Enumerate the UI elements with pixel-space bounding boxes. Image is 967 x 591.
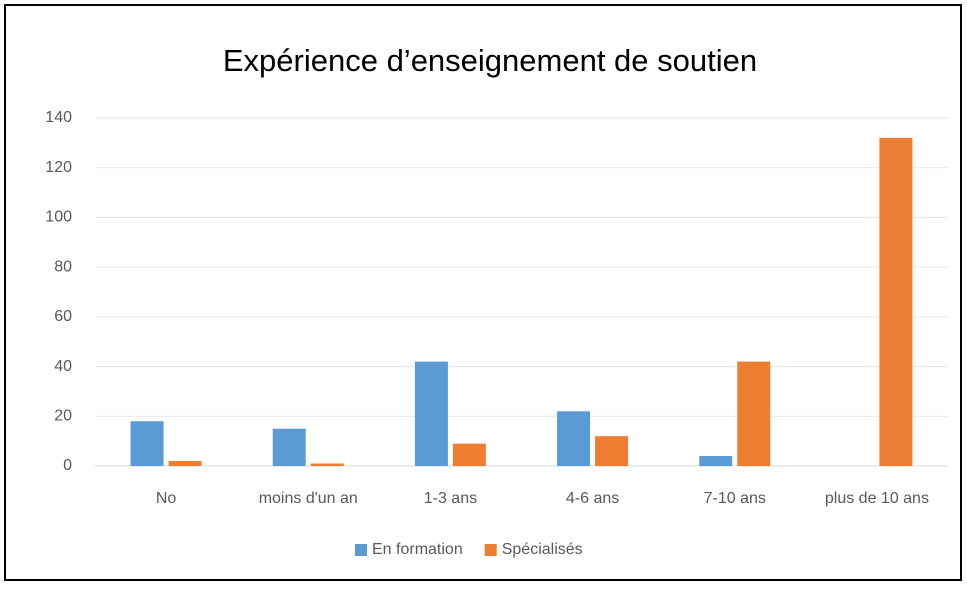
y-tick-label: 120: [45, 159, 72, 176]
x-tick-label: 7-10 ans: [704, 490, 766, 507]
y-tick-label: 40: [54, 358, 72, 375]
bar: [737, 361, 771, 466]
y-tick-label: 0: [63, 457, 72, 474]
x-tick-label: 1-3 ans: [424, 490, 477, 507]
bar: [879, 137, 913, 466]
y-tick-label: 20: [54, 408, 72, 425]
bar: [168, 461, 202, 466]
bar: [310, 463, 344, 466]
legend-swatch: [355, 544, 367, 556]
y-tick-label: 140: [45, 109, 72, 126]
x-tick-label: moins d'un an: [259, 490, 358, 507]
chart-border: [4, 4, 962, 581]
legend-label: Spécialisés: [502, 541, 583, 558]
y-tick-label: 80: [54, 258, 72, 275]
bar: [414, 361, 448, 466]
y-tick-label: 100: [45, 209, 72, 226]
legend-swatch: [484, 544, 497, 556]
y-tick-label: 60: [54, 308, 72, 325]
bar: [557, 411, 591, 466]
bar: [699, 456, 733, 466]
x-tick-label: No: [156, 490, 177, 507]
x-tick-label: 4-6 ans: [566, 490, 619, 507]
x-tick-label: plus de 10 ans: [825, 490, 929, 507]
bar: [452, 443, 486, 466]
chart-title: Expérience d’enseignement de soutien: [223, 43, 757, 78]
bar: [272, 428, 306, 466]
bar: [595, 436, 629, 466]
bar: [130, 421, 164, 466]
legend-label: En formation: [372, 541, 463, 558]
